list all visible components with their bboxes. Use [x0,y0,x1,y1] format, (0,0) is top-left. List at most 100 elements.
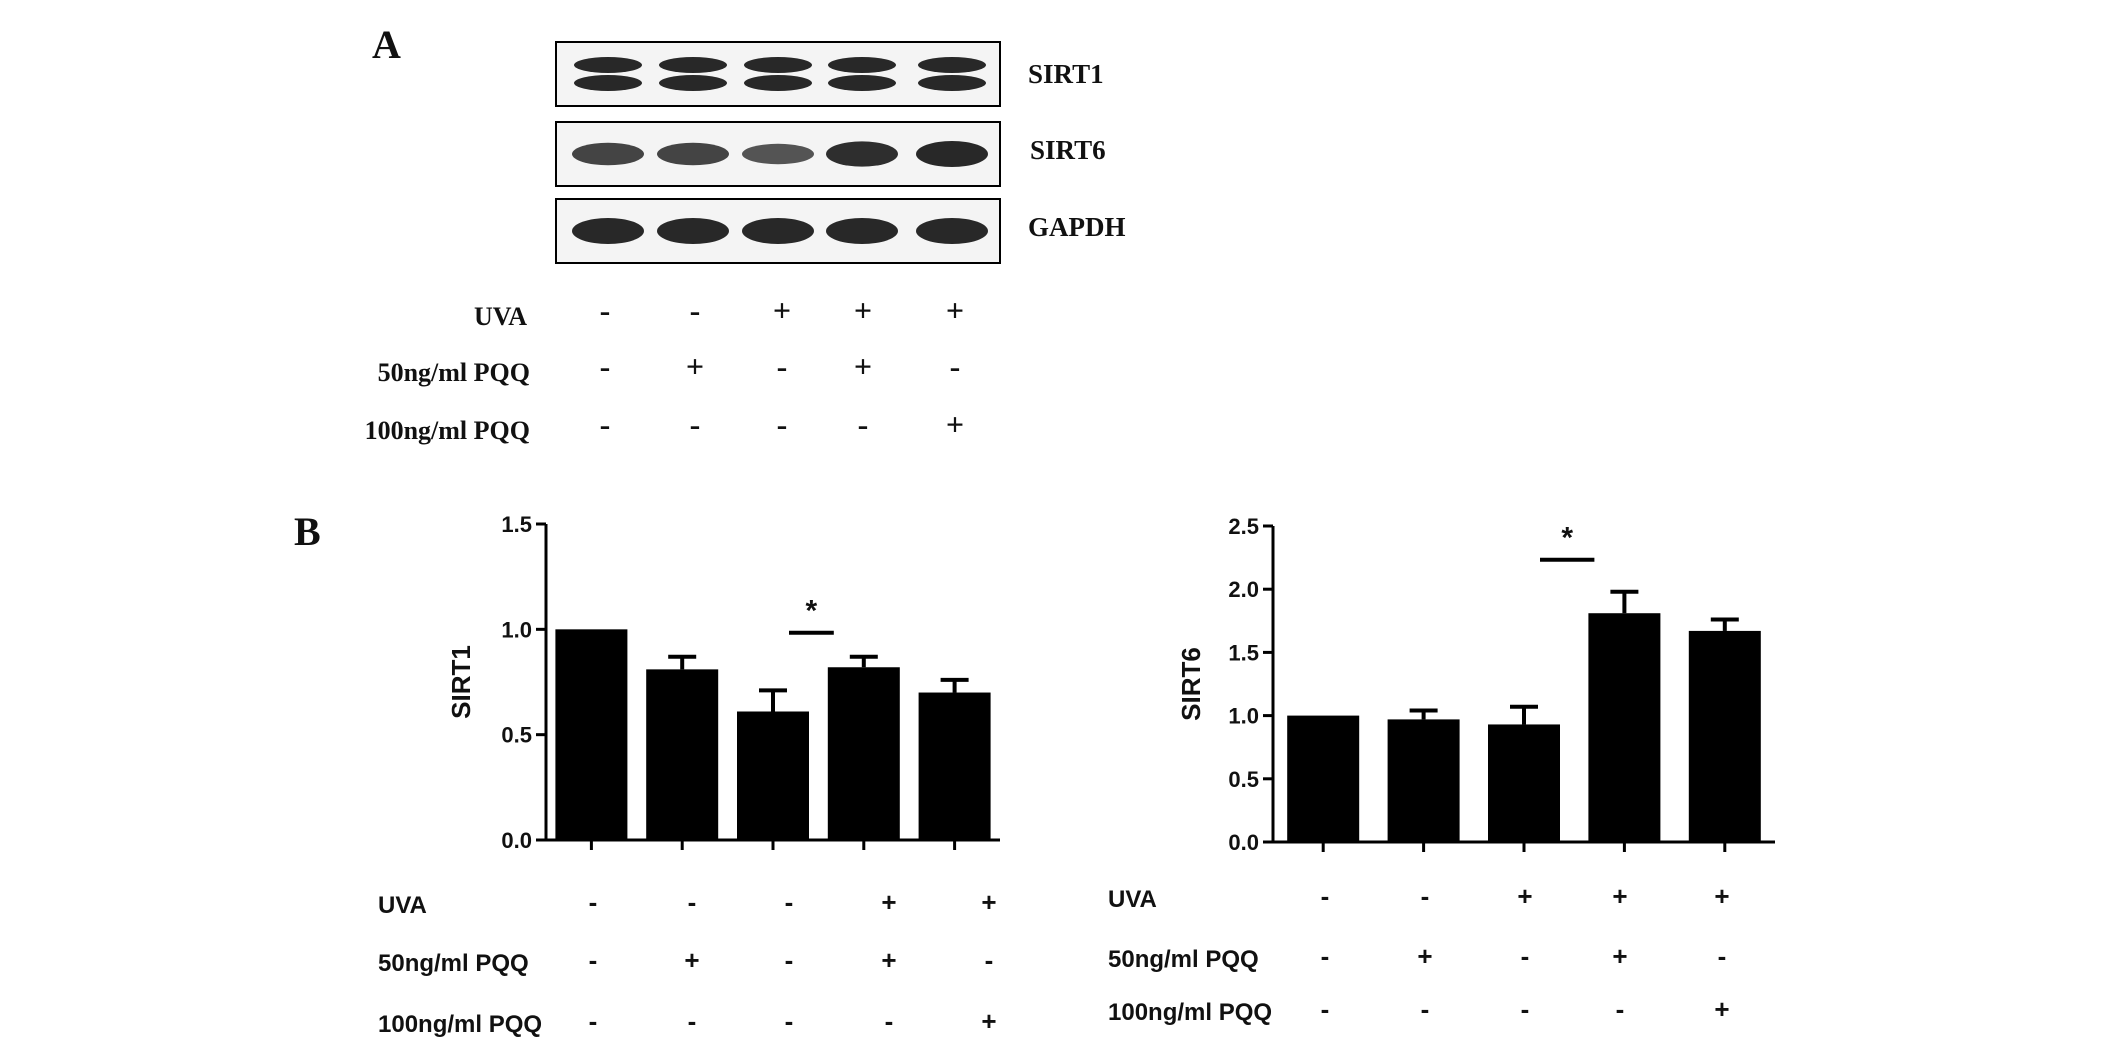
condition-sign: - [589,945,598,975]
condition-sign: + [1714,881,1729,911]
panel-a-conditions: UVA - - + + +50ng/ml PQQ - + - + - 100ng/ml PQQ - - - -… [365,292,965,445]
condition-sign: - [785,945,794,975]
band [916,218,988,244]
condition-sign: + [854,348,872,384]
condition-sign: - [690,406,701,442]
condition-sign: - [688,887,697,917]
condition-sign: - [1521,941,1530,971]
condition-label: 50ng/ml PQQ [378,950,529,977]
condition-sign: - [1421,881,1430,911]
band [916,141,988,167]
condition-label: 100ng/ml PQQ [378,1011,542,1038]
band [574,75,642,91]
condition-sign: - [589,887,598,917]
condition-sign: - [1718,941,1727,971]
y-axis-label: SIRT6 [1176,647,1206,721]
significance-marker: * [1561,522,1573,555]
condition-sign: + [881,887,896,917]
condition-label: 50ng/ml PQQ [378,358,530,387]
condition-sign: + [686,348,704,384]
condition-label: UVA [378,892,427,919]
condition-sign: + [1612,881,1627,911]
condition-sign: - [690,292,701,328]
bar [646,669,719,840]
condition-sign: + [1714,994,1729,1024]
blot-frame-sirt1 [555,41,1001,107]
condition-sign: + [1417,941,1432,971]
condition-sign: + [684,945,699,975]
bar [827,667,900,840]
condition-label: UVA [1108,886,1157,913]
y-tick-label: 1.5 [501,512,532,537]
bar [1688,630,1761,842]
band [826,218,898,244]
condition-sign: + [854,292,872,328]
condition-label: 100ng/ml PQQ [365,416,530,445]
y-tick-label: 2.5 [1228,514,1259,539]
band [572,142,644,166]
condition-sign: + [881,945,896,975]
condition-sign: + [946,406,964,442]
band [657,142,729,166]
band [572,218,644,244]
panel-b-label: B [294,509,321,554]
bar [918,692,991,840]
condition-sign: - [777,406,788,442]
condition-sign: - [1421,994,1430,1024]
sirt1-chart: 0.0 0.5 1.0 1.5 SIRT1 * UVA - - - + +50ng/ml PQQ - + -… [378,512,1000,1038]
bar [1387,719,1460,842]
condition-sign: - [688,1006,697,1036]
y-tick-label: 0.0 [501,828,532,853]
significance-marker: * [806,595,818,628]
condition-sign: - [600,348,611,384]
condition-sign: + [981,1006,996,1036]
condition-label: UVA [474,302,527,331]
y-tick-label: 2.0 [1228,577,1259,602]
condition-sign: - [858,406,869,442]
band [742,143,814,165]
band [657,218,729,244]
condition-sign: + [946,292,964,328]
condition-sign: - [589,1006,598,1036]
y-tick-label: 1.0 [501,617,532,642]
blot-label: GAPDH [1028,212,1126,242]
condition-sign: - [777,348,788,384]
condition-sign: - [1321,941,1330,971]
condition-sign: - [985,945,994,975]
condition-label: 100ng/ml PQQ [1108,999,1272,1026]
condition-sign: - [785,1006,794,1036]
band [918,75,986,91]
bar [1287,715,1360,842]
condition-sign: - [1321,881,1330,911]
condition-sign: - [1521,994,1530,1024]
y-tick-label: 1.0 [1228,704,1259,729]
condition-sign: - [885,1006,894,1036]
condition-sign: - [600,292,611,328]
band [574,57,642,73]
condition-label: 50ng/ml PQQ [1108,946,1259,973]
band [742,218,814,244]
blot-label: SIRT1 [1028,59,1104,89]
band [918,57,986,73]
condition-sign: - [1321,994,1330,1024]
bar [1588,613,1661,842]
condition-sign: + [1612,941,1627,971]
bar [555,629,628,840]
band [826,141,898,167]
bar [1488,724,1560,842]
condition-sign: + [981,887,996,917]
y-tick-label: 0.5 [1228,767,1259,792]
y-tick-label: 1.5 [1228,640,1259,665]
condition-sign: - [950,348,961,384]
condition-sign: - [600,406,611,442]
condition-sign: - [1616,994,1625,1024]
y-axis-label: SIRT1 [446,645,476,719]
band [659,57,727,73]
band [828,57,896,73]
blot-label: SIRT6 [1030,135,1106,165]
condition-sign: + [773,292,791,328]
y-tick-label: 0.5 [501,723,532,748]
condition-sign: + [1517,881,1532,911]
y-tick-label: 0.0 [1228,830,1259,855]
